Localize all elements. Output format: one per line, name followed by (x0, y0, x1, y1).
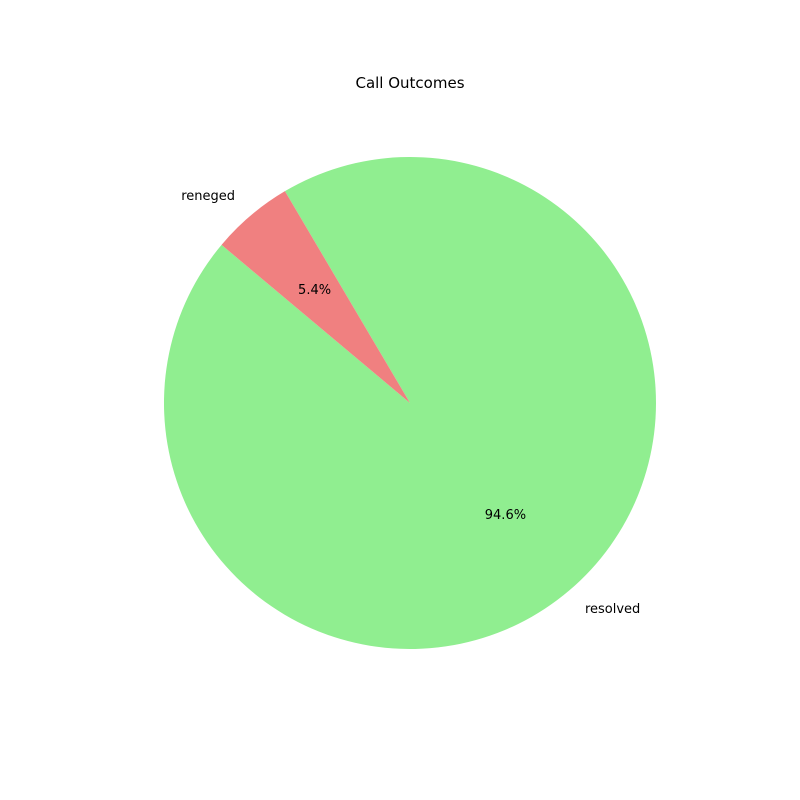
chart-title: Call Outcomes (355, 74, 464, 92)
slice-label-resolved: resolved (585, 602, 640, 617)
slices-layer (163, 157, 656, 650)
labels-layer: resolved 94.6% reneged 5.4% (181, 189, 640, 617)
pie-slice-resolved (163, 157, 656, 650)
slice-percent-resolved: 94.6% (485, 508, 526, 523)
pie-slice-reneged (221, 191, 410, 403)
slice-percent-reneged: 5.4% (298, 283, 331, 298)
slice-label-reneged: reneged (181, 189, 235, 204)
